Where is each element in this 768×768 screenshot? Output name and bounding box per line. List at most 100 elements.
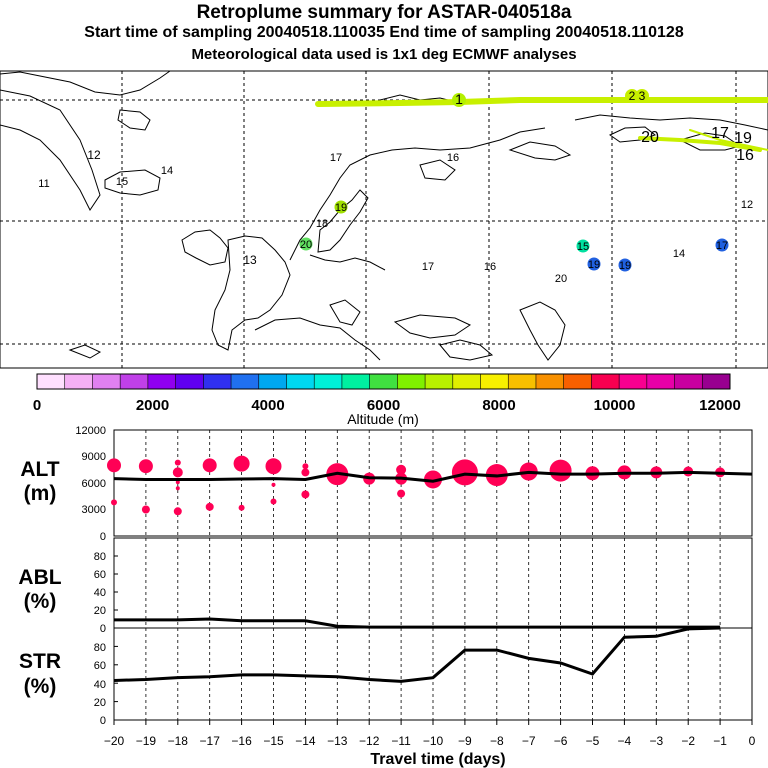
cluster-label: 14 — [161, 165, 173, 177]
cluster-label: 12 — [741, 199, 753, 211]
alt-ytick-9000: 9000 — [82, 451, 106, 463]
colorbar-tick-2000: 2000 — [136, 397, 169, 414]
cluster-dot — [576, 239, 590, 253]
altitude-colorbar: 0 2000 4000 6000 8000 10000 12000 Altitu… — [33, 373, 741, 427]
cluster-label: 13 — [243, 253, 257, 267]
cluster-label: 20 — [555, 273, 567, 285]
alt-bubble — [141, 505, 150, 514]
alt-bubble — [265, 458, 282, 475]
x-tick-label: −15 — [263, 734, 284, 748]
x-tick-label: −13 — [327, 734, 348, 748]
str-ytick-20: 20 — [94, 697, 106, 709]
colorbar-cell — [286, 374, 315, 389]
x-tick-label: −18 — [168, 734, 189, 748]
abl-ytick-0: 0 — [100, 623, 106, 635]
x-tick-label: −3 — [649, 734, 663, 748]
cluster-label: 14 — [673, 248, 685, 260]
cluster-label: 19 — [588, 259, 600, 271]
colorbar-tick-12000: 12000 — [699, 397, 741, 414]
x-tick-label: −6 — [554, 734, 568, 748]
colorbar-cell — [341, 374, 371, 389]
colorbar-tick-4000: 4000 — [251, 397, 284, 414]
map-grid — [0, 71, 768, 368]
str-ytick-60: 60 — [94, 660, 106, 672]
abl-ytick-20: 20 — [94, 605, 106, 617]
meteorological-info: Meteorological data used is 1x1 deg ECMW… — [191, 46, 577, 63]
cluster-label: 15 — [116, 176, 128, 188]
alt-bubble — [233, 455, 250, 472]
colorbar-cell — [674, 374, 703, 389]
str-ylabel-2: (%) — [24, 675, 57, 698]
alt-bubbles — [107, 455, 726, 516]
colorbar-cell — [646, 374, 676, 389]
colorbar-cell — [425, 374, 454, 389]
abl-ytick-80: 80 — [94, 551, 106, 563]
alt-bubble — [301, 490, 310, 499]
alt-ytick-3000: 3000 — [82, 504, 106, 516]
str-line — [113, 626, 721, 683]
colorbar-cell — [120, 374, 149, 389]
str-grid — [114, 628, 721, 720]
cluster-dot — [334, 200, 348, 214]
abl-ylabel-1: ABL — [18, 566, 61, 589]
cluster-dot — [618, 258, 632, 272]
cluster-label: 17 — [716, 240, 728, 252]
abl-ytick-40: 40 — [94, 587, 106, 599]
alt-ytick-6000: 6000 — [82, 478, 106, 490]
x-tick-labels: −20 −19 −18 −17 −16 −15 −14 −13 −12 −11 −10 −9 −8 −7−… — [104, 734, 756, 748]
alt-bubble — [271, 482, 276, 487]
cluster-label: 12 — [87, 148, 101, 162]
x-tick-label: −8 — [490, 734, 504, 748]
colorbar-cell — [64, 374, 93, 389]
x-tick-label: −11 — [391, 734, 411, 748]
cluster-label: 17 — [422, 261, 434, 273]
str-ytick-80: 80 — [94, 642, 106, 654]
x-axis: −20 −19 −18 −17 −16 −15 −14 −13 −12 −11 −10 −9 −8 −7−… — [104, 720, 756, 768]
colorbar-label: Altitude (m) — [347, 411, 419, 427]
colorbar-cell — [619, 374, 648, 389]
cluster-dot — [452, 93, 466, 107]
map-frame — [0, 70, 768, 369]
alt-bubble — [205, 502, 214, 511]
colorbar-cell — [203, 374, 232, 389]
x-tick-label: −14 — [295, 734, 316, 748]
cluster-label: 3 — [639, 89, 646, 103]
colorbar-cell — [535, 374, 565, 389]
colorbar-tick-0: 0 — [33, 397, 41, 414]
colorbar-cell — [175, 374, 204, 389]
alt-bubble — [451, 459, 478, 486]
colorbar-cell — [314, 374, 343, 389]
cluster-label: 19 — [619, 260, 631, 272]
x-tick-label: −12 — [359, 734, 380, 748]
cluster-dot — [635, 89, 649, 103]
x-tick-label: −9 — [458, 734, 472, 748]
alt-bubble — [301, 468, 310, 477]
figure-title: Retroplume summary for ASTAR-040518a — [196, 2, 572, 23]
alt-ylabel-2: (m) — [24, 482, 57, 505]
alt-bubble — [175, 480, 180, 485]
cluster-label: 17 — [711, 125, 729, 142]
cluster-label: 18 — [316, 218, 328, 230]
alt-bubble — [238, 504, 245, 511]
cluster-label: 16 — [736, 147, 754, 164]
colorbar-cell — [258, 374, 287, 389]
x-tick-label: −7 — [522, 734, 536, 748]
colorbar-cell — [480, 374, 509, 389]
alt-bubble — [174, 459, 181, 466]
str-panel: STR (%) 0 20 40 60 80 — [19, 626, 753, 727]
alt-panel: ALT (m) 0 3000 6000 9000 12000 — [20, 425, 753, 543]
alt-bubble — [175, 486, 180, 491]
cluster-dot — [715, 238, 729, 252]
cluster-dot — [625, 89, 639, 103]
alt-bubble — [172, 467, 183, 478]
x-tick-label: −2 — [681, 734, 695, 748]
colorbar-cell — [563, 374, 592, 389]
colorbar-ticks — [64, 374, 703, 389]
x-tick-label: −5 — [586, 734, 600, 748]
x-tick-label: −19 — [136, 734, 157, 748]
cluster-label: 20 — [300, 239, 312, 251]
alt-bubble — [138, 459, 153, 474]
